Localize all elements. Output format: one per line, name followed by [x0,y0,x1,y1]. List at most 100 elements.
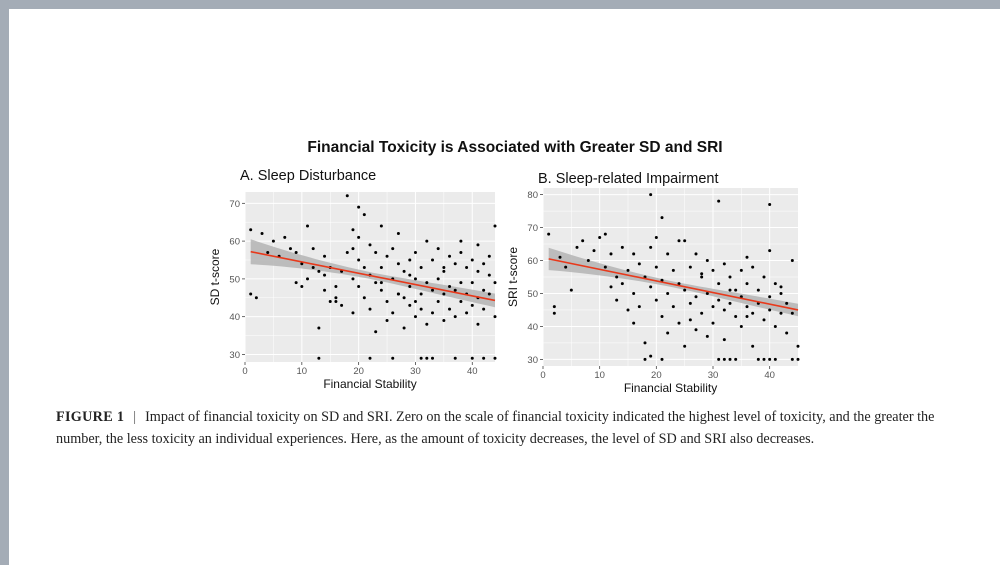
panel-b-data-point [773,282,777,286]
panel-a-data-point [254,296,258,300]
panel-a-data-point [419,292,423,296]
panel-b-data-point [620,245,624,249]
panel-b-data-point [768,357,772,361]
panel-b-x-tick-label: 20 [651,370,662,381]
panel-b-data-point [671,305,675,309]
panel-a-data-point [323,254,327,258]
figure-caption: FIGURE 1 | Impact of financial toxicity on… [56,407,961,450]
panel-b-data-point [768,295,772,299]
panel-b-data-point [694,328,698,332]
panel-b-data-point [683,344,687,348]
panel-a-data-point [459,250,463,254]
panel-b-data-point [615,298,619,302]
panel-b-data-point [632,291,636,295]
panel-a-data-point [323,288,327,292]
panel-b-data-point [626,308,630,312]
panel-a-data-point [294,250,298,254]
panel-b-data-point [785,301,789,305]
panel-a-x-axis-title: Financial Stability [323,377,416,391]
panel-b-data-point [756,357,760,361]
panel-b-data-point [666,331,670,335]
panel-b-confidence-band [548,247,798,317]
panel-b-data-point [660,315,664,319]
panel-a-data-point [453,262,457,266]
panel-a-data-point [470,258,474,262]
panel-b-data-point [700,275,704,279]
panel-a-data-point [266,250,270,254]
panel-b-data-point [637,262,641,266]
panel-a-data-point [379,288,383,292]
panel-b-data-point [677,239,681,243]
panel-a-data-point [470,303,474,307]
panel-a-data-point [465,311,469,315]
panel-a-data-point [493,281,497,285]
panel-b-data-point [762,275,766,279]
panel-b-data-point [626,268,630,272]
figure-title: Financial Toxicity is Associated with Gr… [307,139,723,156]
panel-a-data-point [379,266,383,270]
scatter-plot-sleep-disturbance: 0 10 20 30 40 30 40 50 60 70 Financial Stability SD… [208,192,497,391]
panel-a-data-point [357,235,361,239]
panel-a-y-tick-label: 70 [229,199,240,210]
panel-a-data-point [408,284,412,288]
panel-a-data-point [459,239,463,243]
panel-a-data-point [351,277,355,281]
panel-b-data-point [688,265,692,269]
panel-b-y-tick-label: 70 [527,223,538,234]
panel-a-data-point [413,250,417,254]
panel-a-data-point [482,288,486,292]
panel-a-data-point [396,292,400,296]
panel-b-data-point [615,275,619,279]
panel-a-data-point [374,281,378,285]
panel-a-data-point [442,292,446,296]
panel-b-data-point [552,311,556,315]
panel-b-data-point [728,357,732,361]
panel-a-data-point [357,205,361,209]
panel-a-data-point [453,288,457,292]
panel-b-data-point [768,308,772,312]
scatter-plot-sleep-impairment: 0 10 20 30 40 30 40 50 60 70 80 Financial Stability… [506,188,800,395]
panel-a-data-point [396,262,400,266]
caption-separator: | [133,409,137,425]
panel-a-data-point [482,356,486,360]
panel-a-data-point [470,356,474,360]
panel-b-data-point [739,268,743,272]
panel-a-data-point [294,281,298,285]
panel-b-data-point [643,341,647,345]
panel-a-data-point [413,300,417,304]
panel-b-data-point [751,265,755,269]
panel-a-data-point [362,296,366,300]
panel-a-data-point [487,254,491,258]
panel-a-data-point [442,318,446,322]
panel-a-data-point [306,277,309,281]
panel-b-data-point [569,288,573,292]
panel-a-data-point [317,326,321,330]
panel-b-data-point [632,252,636,256]
panel-a-data-point [459,281,463,285]
panel-a-data-point [340,303,344,307]
panel-b-data-point [694,295,698,299]
panel-b-data-point [688,301,692,305]
panel-b-data-point [700,272,704,276]
panel-a-data-point [493,224,497,228]
panel-b-data-point [564,265,568,269]
window-frame-left [0,0,9,565]
panel-b-data-point [745,282,749,286]
panel-a-data-point [249,292,253,296]
panel-a-data-point [351,247,355,251]
panel-b-data-point [609,285,613,289]
panel-b-y-tick-label: 50 [527,289,538,300]
panel-a-data-point [425,322,429,326]
panel-a-data-point [431,258,434,262]
panel-a-data-point [260,232,264,236]
panel-a-data-point [402,326,406,330]
panel-a-data-point [271,239,275,243]
panel-b-y-tick-label: 80 [527,190,538,201]
panel-b-data-point [751,311,755,315]
panel-b-data-point [609,252,613,256]
panel-a-data-point [374,330,378,334]
panel-b-data-point [722,262,726,266]
panel-b-data-point [671,268,675,272]
panel-b-data-point [739,324,743,328]
panel-a-data-point [300,284,304,288]
